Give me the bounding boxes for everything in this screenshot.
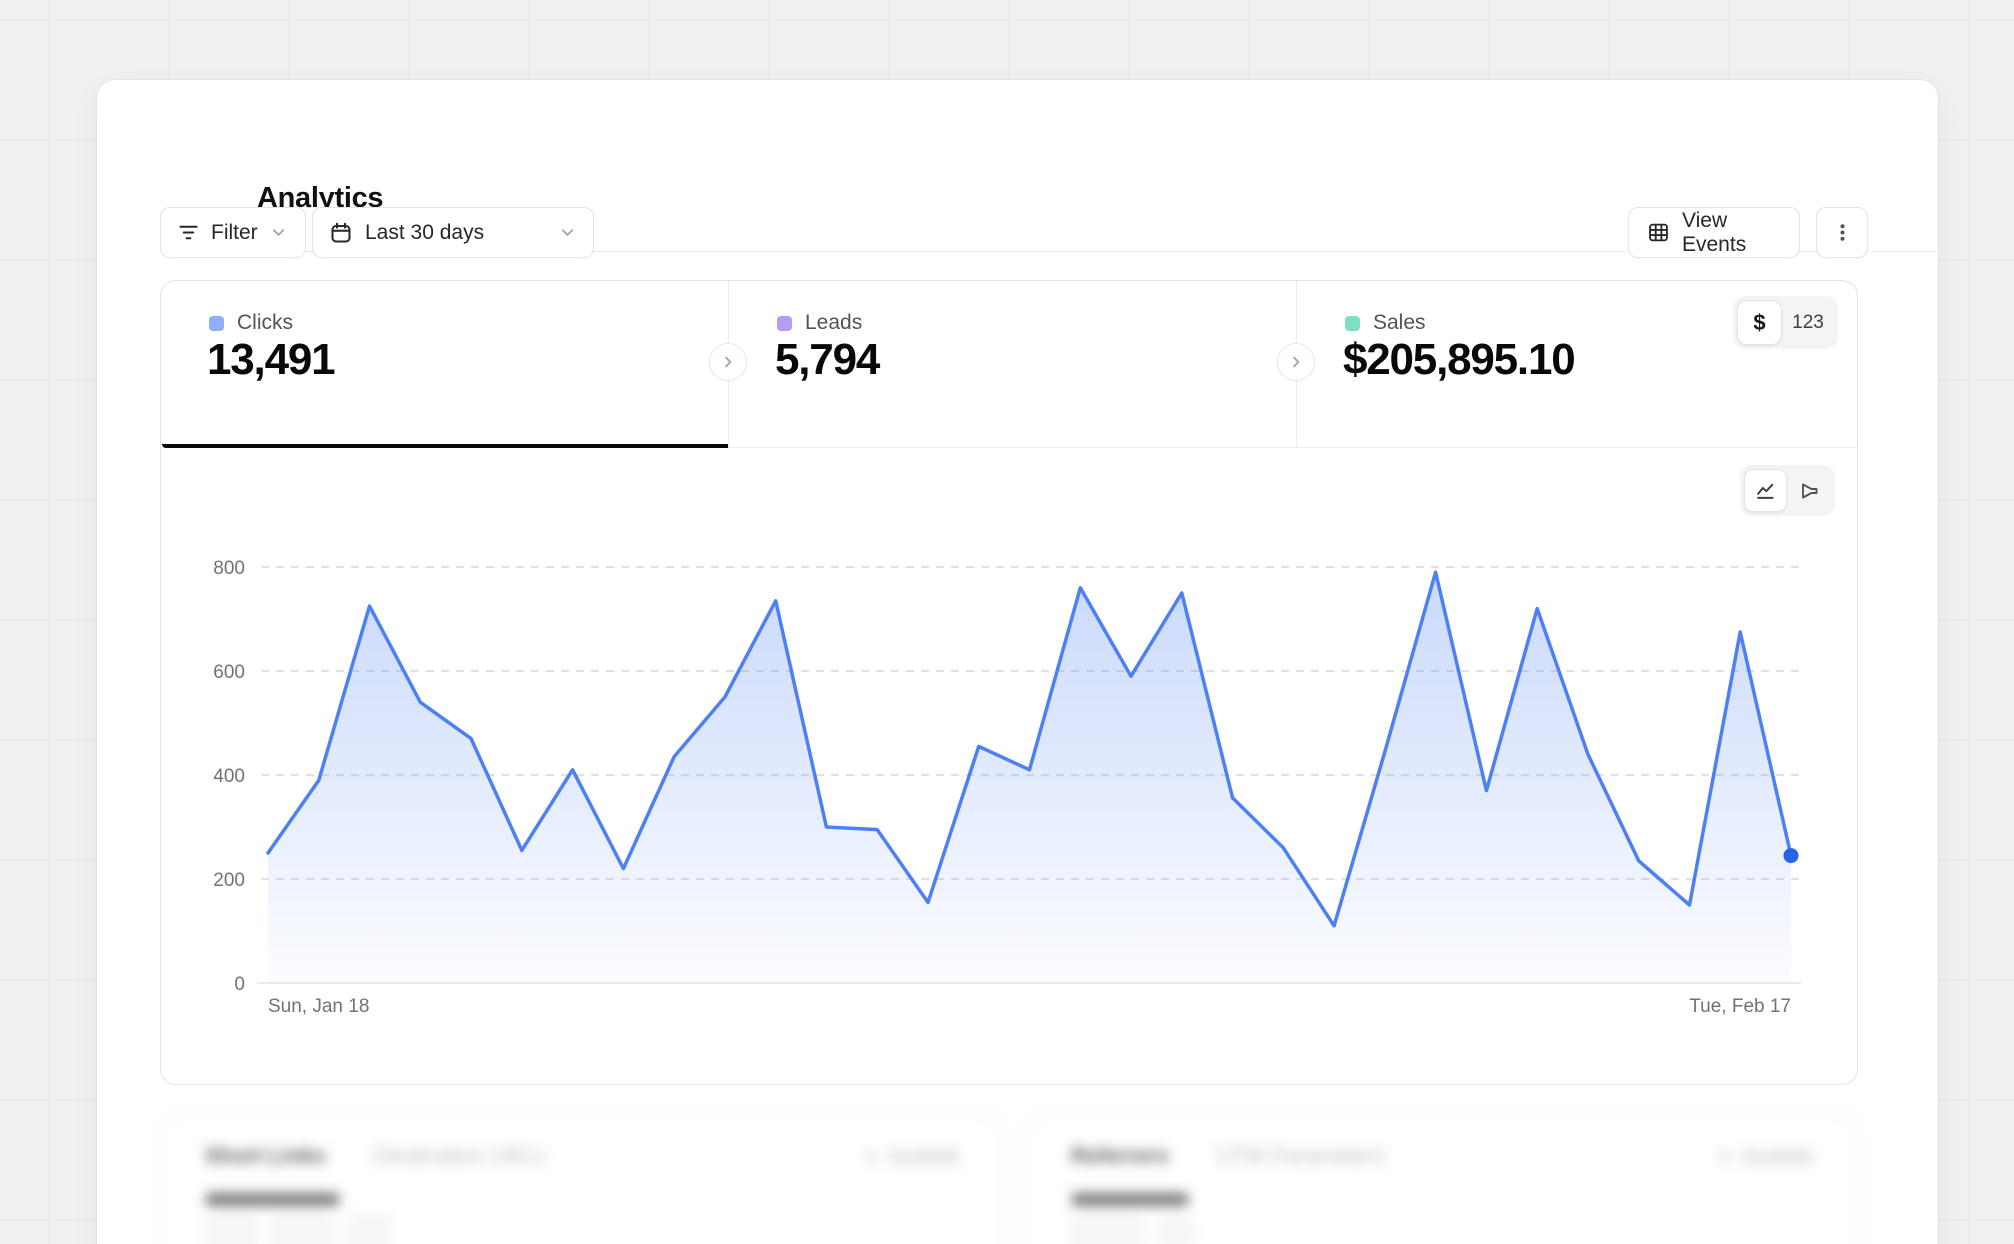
clicks-legend: Clicks (209, 311, 293, 335)
sales-swatch (1345, 315, 1360, 331)
calendar-icon (329, 221, 353, 245)
expand-leads-chevron-button[interactable] (1277, 343, 1315, 381)
skeleton-pill (271, 1215, 333, 1244)
sales-amount-count-toggle[interactable]: $ 123 (1733, 296, 1838, 349)
sales-value: $205,895.10 (1343, 335, 1576, 384)
chevron-down-icon (269, 223, 288, 242)
tab-short-links[interactable]: Short Links (205, 1143, 327, 1168)
tab-leads[interactable]: Leads 5,794 (728, 281, 1296, 447)
filter-button[interactable]: Filter (160, 207, 306, 258)
date-range-button[interactable]: Last 30 days (312, 207, 594, 258)
date-range-label: Last 30 days (365, 220, 485, 244)
svg-text:600: 600 (213, 662, 245, 683)
clicks-value: 13,491 (207, 335, 336, 384)
clicks-swatch (209, 315, 224, 331)
filter-button-label: Filter (211, 220, 258, 244)
sales-legend: Sales (1345, 311, 1426, 335)
links-clicks-label: CLICKS (889, 1147, 959, 1167)
svg-text:0: 0 (234, 974, 245, 995)
links-breakdown-card: Short Links Destination URLs CLICKS (160, 1114, 1004, 1244)
stat-tabs-row: Clicks 13,491 Leads 5,794 Sales $205,895… (161, 281, 1857, 448)
chevron-down-icon (558, 223, 577, 242)
funnel-chart-toggle-button[interactable] (1789, 469, 1831, 512)
expand-clicks-chevron-button[interactable] (709, 343, 747, 381)
header-divider (194, 251, 2014, 252)
line-chart-toggle-button[interactable] (1744, 469, 1787, 512)
skeleton-pill (1071, 1215, 1143, 1244)
svg-text:400: 400 (213, 766, 245, 787)
tab-sales[interactable]: Sales $205,895.10 $ 123 (1296, 281, 1858, 447)
referrers-clicks-header: CLICKS (1716, 1147, 1813, 1168)
skeleton-pill (347, 1215, 391, 1244)
stats-chart-card: Clicks 13,491 Leads 5,794 Sales $205,895… (160, 280, 1858, 1085)
svg-text:Tue, Feb 17: Tue, Feb 17 (1689, 996, 1791, 1017)
sales-label: Sales (1373, 311, 1426, 334)
chart-type-toggle[interactable] (1740, 465, 1835, 516)
kebab-menu-icon (1831, 221, 1854, 244)
clicks-label: Clicks (237, 311, 293, 334)
view-events-button[interactable]: View Events (1628, 207, 1800, 258)
funnel-chart-icon (1801, 483, 1818, 498)
leads-value: 5,794 (775, 335, 880, 384)
filter-icon (177, 221, 200, 244)
tab-utm-parameters[interactable]: UTM Parameters (1216, 1143, 1385, 1168)
clicks-area-chart[interactable]: 0 200 400 600 800 Sun, Jan 18 Tue, Feb 17 (161, 448, 1859, 1086)
chevron-right-icon (1293, 356, 1300, 368)
svg-text:200: 200 (213, 870, 245, 891)
referrers-card-tabs: Referrers UTM Parameters (1071, 1143, 1384, 1169)
more-options-button[interactable] (1816, 207, 1868, 258)
line-chart-icon (1756, 483, 1774, 499)
tab-destination-urls[interactable]: Destination URLs (374, 1143, 546, 1168)
links-card-tabs: Short Links Destination URLs (205, 1143, 545, 1169)
cursor-click-icon (865, 1150, 877, 1163)
cursor-click-icon (1719, 1150, 1731, 1163)
svg-text:800: 800 (213, 558, 245, 579)
referrers-clicks-label: CLICKS (1743, 1147, 1813, 1167)
active-tab-underline (162, 444, 728, 448)
table-grid-icon (1647, 221, 1670, 244)
leads-legend: Leads (777, 311, 862, 335)
skeleton-bar (1071, 1193, 1189, 1206)
skeleton-bar (205, 1193, 340, 1206)
bottom-breakdown-section: Short Links Destination URLs CLICKS Refe… (0, 1106, 2014, 1244)
links-clicks-header: CLICKS (862, 1147, 959, 1168)
leads-label: Leads (805, 311, 863, 334)
chevron-right-icon (725, 356, 732, 368)
currency-toggle-option[interactable]: $ (1737, 300, 1782, 345)
count-toggle-option[interactable]: 123 (1792, 311, 1824, 333)
leads-swatch (777, 315, 792, 331)
referrers-breakdown-card: Referrers UTM Parameters CLICKS (1026, 1114, 1858, 1244)
tab-clicks[interactable]: Clicks 13,491 (161, 281, 728, 447)
svg-text:Sun, Jan 18: Sun, Jan 18 (268, 996, 369, 1017)
tab-referrers[interactable]: Referrers (1071, 1143, 1169, 1168)
skeleton-pill (205, 1215, 257, 1244)
view-events-label: View Events (1682, 208, 1747, 256)
skeleton-pill (1157, 1215, 1195, 1244)
